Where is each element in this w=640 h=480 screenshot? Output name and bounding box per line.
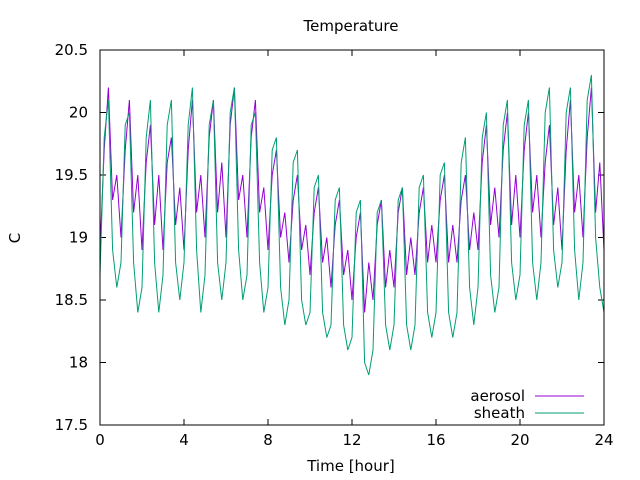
x-axis-label: Time [hour]: [306, 457, 395, 475]
x-tick-label: 4: [179, 431, 189, 449]
legend: aerosol sheath: [470, 387, 584, 422]
legend-label-sheath: sheath: [474, 404, 525, 422]
y-tick-label: 20.5: [55, 41, 88, 59]
series-layer: [99, 74, 605, 376]
x-tick-label: 16: [426, 431, 445, 449]
y-tick-label: 18.5: [55, 291, 88, 309]
y-tick-label: 19.5: [55, 166, 88, 184]
legend-label-aerosol: aerosol: [470, 387, 525, 405]
axis-ticks: 0 4 8 12 16 20 24 17.5 18 18.5 19 19.5 20 20.5: [55, 41, 614, 449]
x-tick-label: 12: [342, 431, 361, 449]
series-line-aerosol: [99, 87, 605, 313]
y-tick-label: 19: [69, 229, 88, 247]
x-tick-label: 8: [263, 431, 273, 449]
y-tick-label: 20: [69, 104, 88, 122]
y-axis-label: C: [6, 233, 24, 243]
x-tick-label: 20: [510, 431, 529, 449]
y-tick-label: 17.5: [55, 416, 88, 434]
chart-title: Temperature: [302, 17, 398, 35]
x-tick-label: 24: [594, 431, 613, 449]
plot-frame: [99, 49, 605, 426]
series-line-sheath: [99, 74, 605, 376]
x-tick-label: 0: [95, 431, 105, 449]
y-tick-label: 18: [69, 354, 88, 372]
